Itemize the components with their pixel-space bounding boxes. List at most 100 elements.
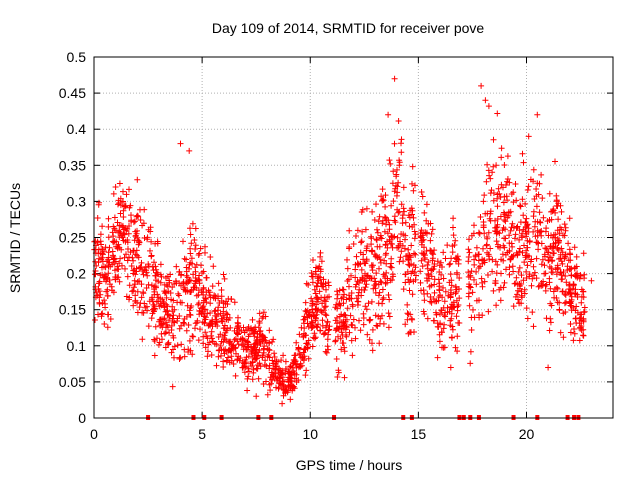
data-point xyxy=(405,252,412,259)
data-point xyxy=(138,281,145,288)
data-point xyxy=(480,219,487,225)
data-point xyxy=(566,282,572,289)
data-point xyxy=(217,342,224,349)
data-point xyxy=(412,231,419,238)
data-point xyxy=(485,103,492,110)
data-point xyxy=(509,243,516,250)
data-point xyxy=(110,233,117,240)
data-point xyxy=(364,331,371,338)
data-point xyxy=(467,360,474,367)
data-point xyxy=(578,299,585,306)
data-point xyxy=(268,369,275,376)
data-point xyxy=(97,250,104,257)
data-point xyxy=(97,231,104,238)
data-point xyxy=(470,306,476,313)
data-point xyxy=(444,242,451,249)
data-point xyxy=(382,280,389,287)
data-point xyxy=(561,254,568,261)
data-point xyxy=(506,232,513,239)
data-point xyxy=(519,196,526,203)
data-point xyxy=(550,250,556,257)
data-point xyxy=(232,335,239,342)
data-point xyxy=(548,269,555,276)
data-point xyxy=(441,298,448,305)
data-point xyxy=(144,272,151,279)
data-point xyxy=(131,266,138,273)
data-point xyxy=(440,249,447,256)
data-point xyxy=(394,166,400,173)
data-point xyxy=(547,315,554,322)
data-point xyxy=(548,258,555,265)
data-point xyxy=(359,206,366,213)
data-point xyxy=(431,263,438,270)
data-point xyxy=(240,346,247,353)
data-point xyxy=(390,198,397,205)
data-point xyxy=(423,201,430,208)
data-point xyxy=(552,158,558,165)
data-point xyxy=(356,286,363,293)
data-point xyxy=(369,208,376,215)
data-point xyxy=(419,263,426,270)
data-point xyxy=(212,321,219,328)
data-point xyxy=(417,279,424,286)
data-point xyxy=(537,219,544,226)
data-point xyxy=(439,344,445,351)
data-point xyxy=(221,275,228,282)
data-point xyxy=(275,385,282,392)
data-point xyxy=(386,296,393,303)
data-point xyxy=(531,196,538,202)
data-point xyxy=(256,310,263,317)
data-point xyxy=(391,217,398,224)
data-point xyxy=(186,261,193,268)
data-point xyxy=(411,329,417,335)
data-point xyxy=(300,349,307,356)
data-point xyxy=(510,268,517,275)
data-point xyxy=(102,304,109,311)
data-point xyxy=(196,308,203,315)
data-point xyxy=(199,308,206,315)
data-point xyxy=(189,351,196,358)
data-point xyxy=(358,266,365,273)
data-point xyxy=(530,272,537,279)
data-point xyxy=(567,329,574,336)
data-point xyxy=(344,305,351,312)
data-point xyxy=(257,340,264,347)
data-point xyxy=(387,160,394,167)
data-point xyxy=(218,287,225,293)
data-point xyxy=(349,352,356,359)
data-point xyxy=(571,290,578,297)
data-point xyxy=(475,229,482,236)
data-point xyxy=(164,307,171,314)
data-point xyxy=(197,326,203,333)
data-point xyxy=(116,278,123,285)
data-point xyxy=(389,180,396,187)
data-point xyxy=(565,240,572,247)
data-point xyxy=(130,219,137,226)
data-point xyxy=(195,252,202,258)
data-point xyxy=(249,376,256,383)
data-point xyxy=(390,234,396,241)
data-point xyxy=(520,212,527,219)
data-point xyxy=(421,209,428,216)
data-point xyxy=(386,157,393,164)
data-point xyxy=(383,269,390,276)
data-point xyxy=(467,284,474,291)
data-point xyxy=(524,187,531,193)
data-point xyxy=(425,220,432,227)
data-point xyxy=(489,268,496,275)
data-point xyxy=(208,352,215,358)
data-point xyxy=(317,266,324,273)
data-point xyxy=(117,255,124,262)
data-point xyxy=(253,339,260,346)
data-point xyxy=(202,329,209,336)
data-point xyxy=(207,300,214,307)
data-point xyxy=(322,298,329,305)
data-point xyxy=(301,346,308,353)
data-point xyxy=(373,201,379,208)
data-point xyxy=(468,232,475,239)
data-point xyxy=(515,268,522,275)
data-point xyxy=(215,304,222,311)
data-point xyxy=(545,232,552,239)
data-point xyxy=(424,290,431,297)
